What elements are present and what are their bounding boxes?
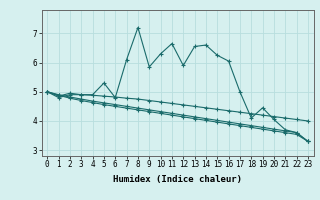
X-axis label: Humidex (Indice chaleur): Humidex (Indice chaleur)	[113, 175, 242, 184]
